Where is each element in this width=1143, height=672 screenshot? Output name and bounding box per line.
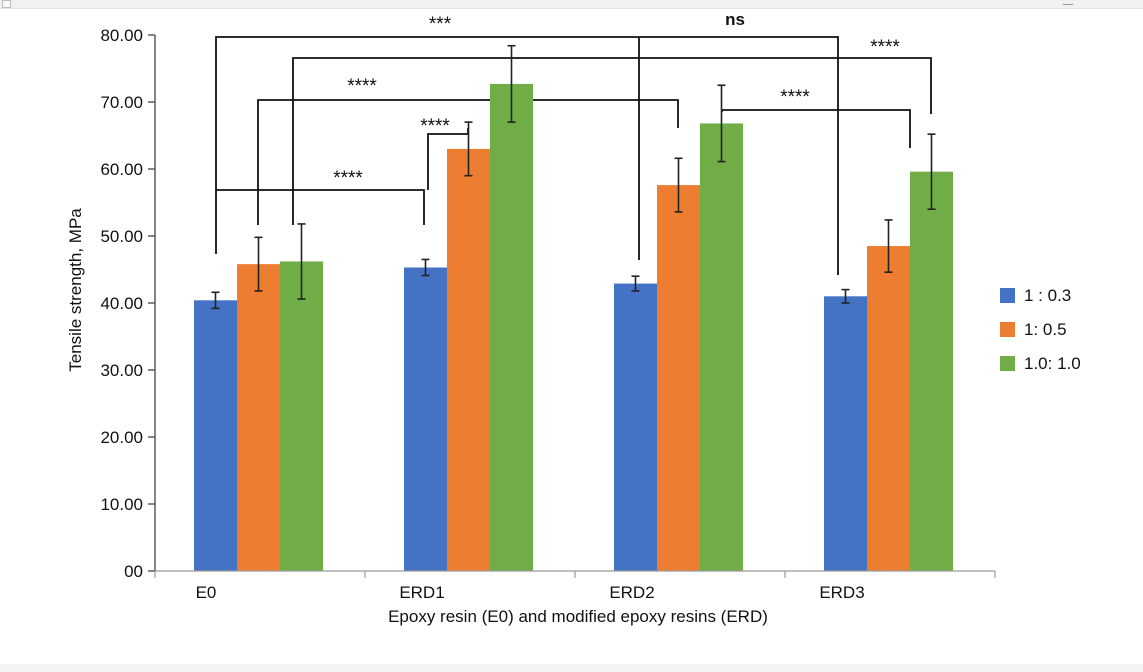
bar — [194, 300, 237, 571]
bar — [404, 267, 447, 571]
x-axis-title: Epoxy resin (E0) and modified epoxy resi… — [388, 607, 768, 626]
bar — [237, 264, 280, 571]
y-tick-label: 40.00 — [100, 294, 143, 313]
bar — [614, 283, 657, 571]
significance-bracket — [215, 36, 839, 275]
significance-label: **** — [333, 168, 363, 189]
y-tick-label: 80.00 — [100, 26, 143, 45]
error-bars — [211, 44, 936, 310]
significance-bracket — [292, 57, 932, 225]
y-tick-label: 20.00 — [100, 428, 143, 447]
significance-brackets: *** ns **** **** **** **** **** — [215, 10, 932, 275]
legend-label: 1 : 0.3 — [1024, 286, 1071, 305]
bar — [867, 246, 910, 572]
y-tick-label: 00 — [124, 562, 143, 581]
y-tick-label: 70.00 — [100, 93, 143, 112]
x-tick-label: ERD2 — [609, 583, 654, 602]
y-axis-title: Tensile strength, MPa — [66, 208, 85, 372]
legend-label: 1: 0.5 — [1024, 320, 1067, 339]
y-tick-label: 30.00 — [100, 361, 143, 380]
bar-series — [194, 83, 953, 572]
significance-label: **** — [870, 37, 900, 58]
legend-swatch — [1000, 288, 1015, 303]
significance-label: **** — [780, 87, 810, 108]
bar — [700, 123, 743, 571]
bar — [490, 83, 533, 571]
window-corner-icon — [2, 0, 11, 8]
y-tick-label: 60.00 — [100, 160, 143, 179]
legend-label: 1.0: 1.0 — [1024, 354, 1081, 373]
y-tick-label: 50.00 — [100, 227, 143, 246]
bar — [280, 261, 323, 571]
significance-label: **** — [347, 76, 377, 97]
window-top-strip — [0, 0, 1143, 9]
chart-axes: 00 10.00 20.00 30.00 40.00 50.00 60.00 70.00 80.… — [66, 26, 996, 626]
y-tick-label: 10.00 — [100, 495, 143, 514]
significance-bracket — [216, 189, 425, 225]
legend-swatch — [1000, 322, 1015, 337]
significance-label: ns — [725, 10, 745, 29]
bar — [824, 296, 867, 571]
x-tick-label: E0 — [196, 583, 217, 602]
significance-bracket — [721, 109, 911, 148]
significance-label: **** — [420, 116, 450, 137]
significance-label: *** — [429, 14, 452, 35]
bar — [910, 171, 953, 571]
window-minimize-icon — [1063, 0, 1073, 5]
chart-legend: 1 : 0.3 1: 0.5 1.0: 1.0 — [1000, 286, 1081, 373]
bar — [447, 148, 490, 571]
x-tick-label: ERD3 — [819, 583, 864, 602]
significance-bracket — [257, 99, 679, 225]
legend-swatch — [1000, 356, 1015, 371]
window-bottom-strip — [0, 664, 1143, 672]
x-tick-label: ERD1 — [399, 583, 444, 602]
bar — [657, 185, 700, 571]
